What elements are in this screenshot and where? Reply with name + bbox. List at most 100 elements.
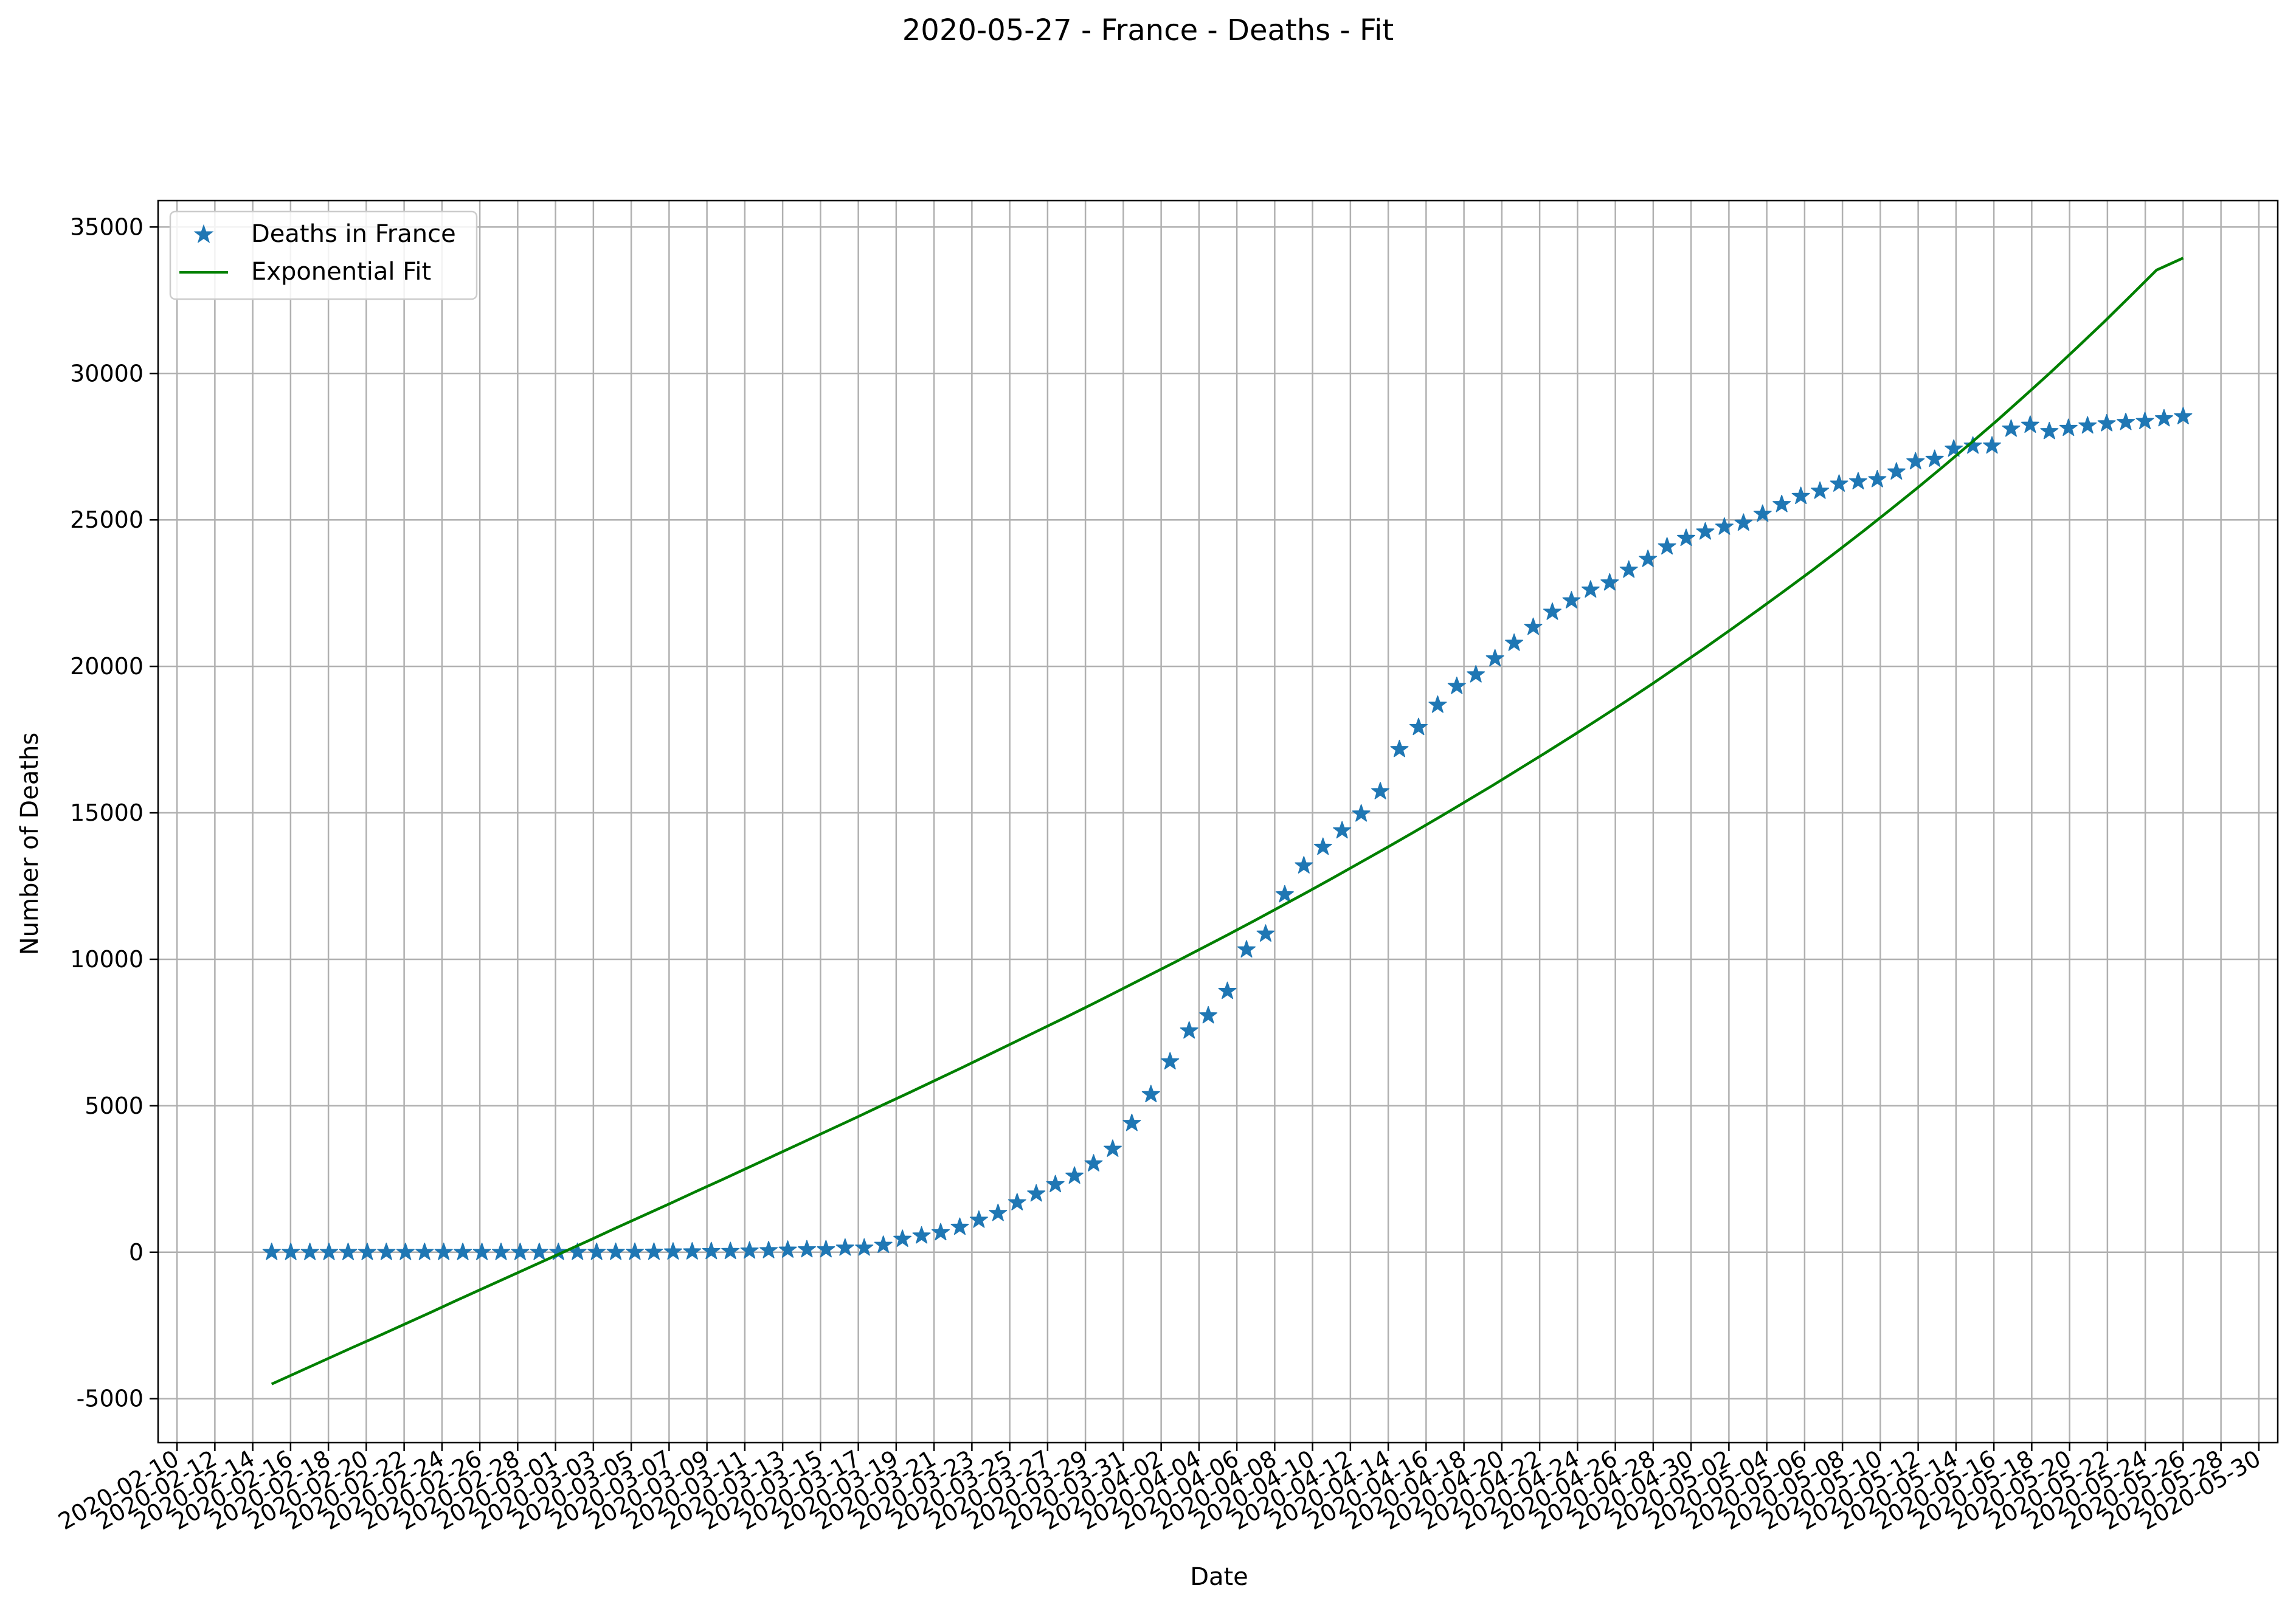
- data-point: [282, 1243, 300, 1260]
- data-point: [778, 1240, 797, 1258]
- data-point: [262, 1243, 281, 1260]
- data-point: [377, 1243, 396, 1260]
- y-axis-label: Number of Deaths: [16, 733, 44, 955]
- data-point: [415, 1243, 434, 1260]
- data-point: [1983, 436, 2002, 454]
- data-point: [950, 1217, 969, 1235]
- data-point: [2059, 418, 2078, 437]
- data-point: [606, 1242, 625, 1260]
- x-axis: 2020-02-102020-02-122020-02-142020-02-16…: [54, 1443, 2265, 1535]
- data-point: [1887, 462, 1906, 480]
- data-point: [912, 1226, 931, 1244]
- data-point: [1008, 1193, 1026, 1210]
- y-tick-label: 10000: [70, 946, 144, 973]
- data-point: [1428, 695, 1447, 713]
- data-point: [759, 1241, 778, 1258]
- data-point: [1696, 522, 1715, 540]
- data-point: [1639, 550, 1658, 567]
- chart-title: 2020-05-27 - France - Deaths - Fit: [902, 13, 1394, 47]
- data-point: [339, 1243, 358, 1260]
- data-point: [855, 1238, 874, 1256]
- data-point: [1677, 528, 1696, 547]
- data-point: [1313, 837, 1332, 855]
- data-point: [835, 1238, 854, 1256]
- data-point: [893, 1229, 912, 1247]
- data-point: [1352, 804, 1371, 822]
- data-point: [1295, 856, 1313, 874]
- data-point: [626, 1242, 645, 1260]
- data-point: [320, 1243, 339, 1260]
- series-layer: [262, 257, 2193, 1385]
- data-point: [434, 1243, 453, 1260]
- data-point: [797, 1240, 816, 1258]
- data-point: [1734, 513, 1753, 531]
- y-tick-label: 15000: [70, 799, 144, 826]
- grid: [158, 201, 2278, 1443]
- data-point: [645, 1242, 663, 1260]
- data-point: [1084, 1154, 1103, 1171]
- data-point: [1122, 1113, 1141, 1131]
- data-point: [1199, 1006, 1218, 1024]
- y-axis: -5000 0 5000 10000 15000 20000 25000 30000 35000: [70, 213, 158, 1412]
- data-point: [530, 1242, 548, 1260]
- data-point: [1772, 494, 1791, 512]
- data-point: [1467, 664, 1485, 683]
- x-axis-label: Date: [1190, 1563, 1248, 1591]
- data-point: [1848, 472, 1867, 489]
- data-point: [1925, 449, 1944, 468]
- data-point: [2135, 412, 2154, 429]
- data-point: [358, 1243, 376, 1260]
- data-point: [1830, 474, 1848, 492]
- data-point: [1963, 436, 1982, 454]
- data-point: [1180, 1021, 1198, 1039]
- data-point: [721, 1241, 740, 1260]
- series-1: [271, 257, 2184, 1385]
- series-0: [262, 407, 2193, 1260]
- data-point: [1103, 1139, 1122, 1157]
- data-point: [969, 1210, 988, 1228]
- data-point: [874, 1235, 893, 1253]
- data-point: [2117, 412, 2135, 430]
- legend-entry-fit: Exponential Fit: [251, 258, 431, 286]
- data-point: [2174, 407, 2193, 424]
- data-point: [1543, 602, 1561, 620]
- data-point: [2154, 409, 2173, 427]
- data-point: [1868, 469, 1887, 488]
- data-point: [1046, 1175, 1065, 1193]
- data-point: [1141, 1085, 1160, 1103]
- data-point: [1562, 591, 1581, 609]
- data-point: [1619, 560, 1638, 578]
- fit-line: [271, 257, 2184, 1385]
- data-point: [1027, 1184, 1046, 1202]
- data-point: [740, 1241, 759, 1259]
- y-tick-label: -5000: [77, 1385, 144, 1412]
- data-point: [491, 1243, 510, 1260]
- data-point: [511, 1243, 530, 1260]
- y-tick-label: 5000: [85, 1092, 144, 1119]
- data-point: [1371, 782, 1390, 799]
- data-point: [1600, 573, 1619, 591]
- data-point: [1945, 439, 1963, 457]
- data-point: [663, 1242, 682, 1260]
- data-point: [817, 1240, 835, 1258]
- data-point: [1505, 633, 1524, 651]
- data-point: [396, 1243, 415, 1260]
- data-point: [454, 1243, 472, 1260]
- data-point: [683, 1242, 702, 1260]
- data-point: [1237, 940, 1256, 958]
- data-point: [1811, 481, 1830, 499]
- data-point: [587, 1242, 606, 1260]
- data-point: [2078, 416, 2097, 434]
- data-point: [702, 1241, 721, 1260]
- data-point: [1581, 580, 1600, 598]
- data-point: [1485, 649, 1504, 667]
- data-point: [2040, 421, 2059, 440]
- data-point: [2021, 415, 2039, 433]
- data-point: [1791, 486, 1810, 505]
- data-point: [2002, 419, 2021, 437]
- data-point: [300, 1243, 319, 1260]
- data-point: [1275, 885, 1294, 903]
- y-tick-label: 35000: [70, 213, 144, 240]
- y-tick-label: 25000: [70, 506, 144, 533]
